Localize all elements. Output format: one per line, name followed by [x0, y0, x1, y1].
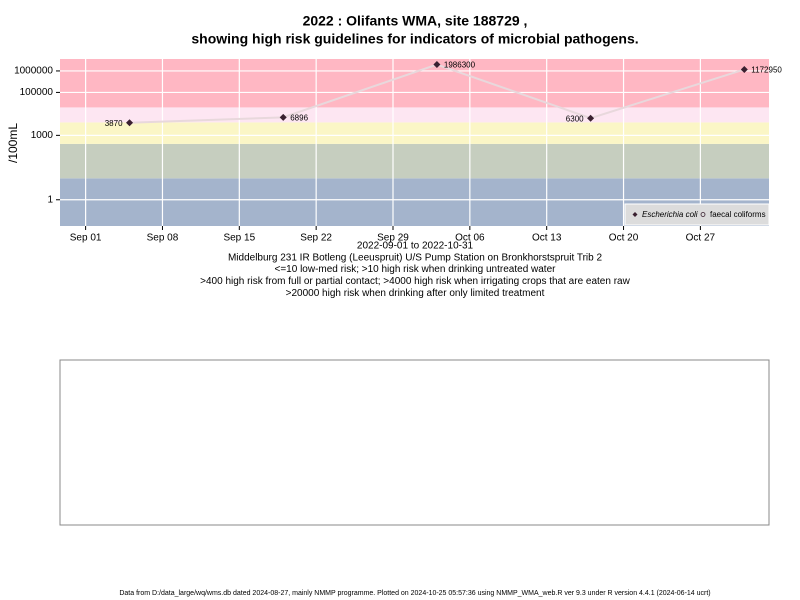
y-tick-label: 1000 [31, 130, 54, 141]
x-tick-label: Sep 29 [377, 233, 409, 244]
data-point [126, 119, 134, 127]
y-tick-label: 1000000 [14, 66, 53, 77]
x-tick-label: Sep 15 [223, 233, 255, 244]
data-label: 6896 [290, 113, 308, 122]
x-axis-label: Middelburg 231 IR Botleng (Leeuspruit) U… [228, 252, 603, 263]
x-axis-label: >20000 high risk when drinking after onl… [286, 288, 545, 299]
x-tick-label: Sep 08 [147, 233, 179, 244]
footer: Data from D:/data_large/wq/wms.db dated … [119, 590, 710, 597]
x-tick-label: Oct 27 [686, 233, 716, 244]
x-tick-label: Sep 01 [70, 233, 102, 244]
data-point [433, 61, 441, 69]
data-point [279, 113, 287, 121]
y-tick-label: 100000 [20, 87, 54, 98]
y-axis-label: /100mL [6, 123, 20, 163]
data-point [740, 65, 748, 73]
x-axis-label: >400 high risk from full or partial cont… [200, 276, 630, 287]
x-axis-label: <=10 low-med risk; >10 high risk when dr… [275, 264, 557, 275]
x-axis-label: 2022-09-01 to 2022-10-31 [357, 241, 474, 252]
x-tick-label: Oct 06 [455, 233, 485, 244]
data-label: 1172950 [751, 66, 782, 75]
risk-band [60, 143, 769, 179]
risk-band [60, 122, 769, 144]
legend-label: faecal coliforms [710, 210, 766, 219]
chart-title: 2022 : Olifants WMA, site 188729 , [303, 13, 528, 29]
data-label: 6300 [566, 114, 584, 123]
chart-title: showing high risk guidelines for indicat… [191, 31, 638, 47]
data-label: 3870 [105, 119, 123, 128]
legend-symbol [632, 212, 638, 217]
x-tick-label: Oct 20 [609, 233, 639, 244]
x-tick-label: Sep 22 [300, 233, 332, 244]
x-tick-label: Oct 13 [532, 233, 562, 244]
risk-band [60, 59, 769, 108]
data-point [587, 114, 595, 122]
legend-box [624, 203, 770, 226]
y-tick-label: 1 [47, 194, 53, 205]
risk-band [60, 107, 769, 123]
empty-panel [59, 359, 770, 526]
legend-symbol [700, 212, 706, 217]
data-label: 1986300 [444, 61, 476, 70]
legend-label: Escherichia coli [642, 210, 698, 219]
